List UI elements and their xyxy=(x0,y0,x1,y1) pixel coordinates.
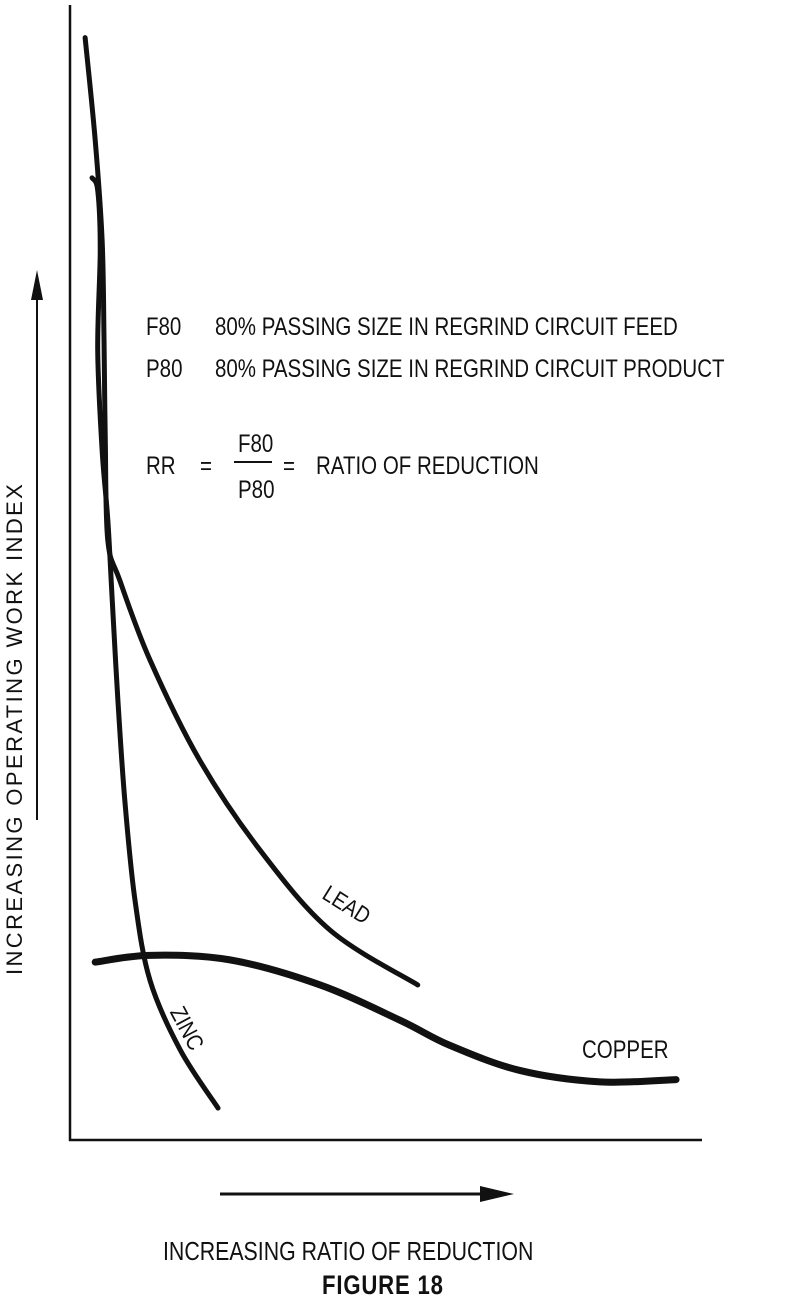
y-axis-label: INCREASING OPERATING WORK INDEX xyxy=(2,481,27,975)
def-text-p80: 80% PASSING SIZE IN REGRIND CIRCUIT PROD… xyxy=(215,355,725,383)
fraction-bar xyxy=(234,461,272,463)
y-arrow-icon xyxy=(31,270,43,820)
formula-eq2: = xyxy=(283,452,295,480)
formula-denominator: P80 xyxy=(238,476,275,504)
x-arrow-icon xyxy=(220,1186,514,1202)
def-text-f80: 80% PASSING SIZE IN REGRIND CIRCUIT FEED xyxy=(215,313,678,341)
figure-caption: FIGURE 18 xyxy=(322,1270,444,1300)
series-line-lead xyxy=(82,35,421,988)
def-term-p80: P80 xyxy=(146,355,183,383)
series-label-copper: COPPER xyxy=(582,1036,669,1064)
formula-eq1: = xyxy=(200,452,212,480)
formula-lhs: RR xyxy=(146,452,176,480)
formula-rhs: RATIO OF REDUCTION xyxy=(316,452,539,480)
series-line-copper xyxy=(91,951,680,1086)
series-line-zinc xyxy=(89,175,221,1111)
x-axis-label: INCREASING RATIO OF REDUCTION xyxy=(163,1236,534,1266)
def-term-f80: F80 xyxy=(146,313,182,341)
formula-numerator: F80 xyxy=(238,430,274,458)
